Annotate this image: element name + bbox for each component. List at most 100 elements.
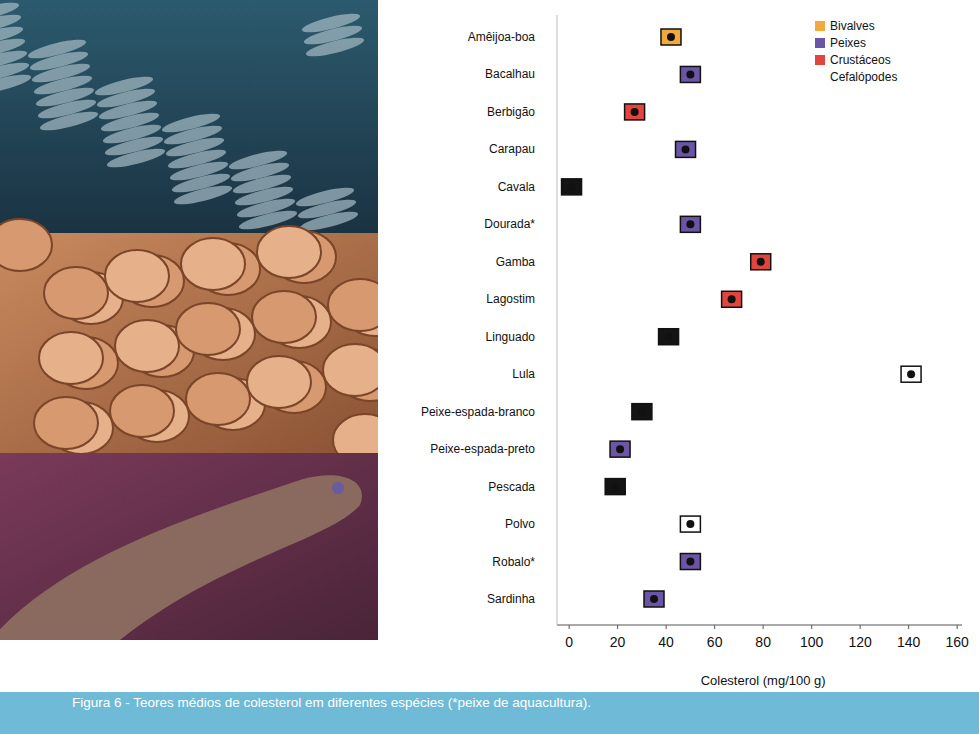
marks xyxy=(562,29,922,607)
x-tick-label: 140 xyxy=(897,634,921,650)
dot-mark xyxy=(676,141,696,157)
legend-label: Crustáceos xyxy=(830,53,891,67)
shell xyxy=(39,332,103,384)
mark-dot xyxy=(907,370,915,378)
dot-mark xyxy=(632,404,652,420)
category-label: Pescada xyxy=(488,480,535,494)
category-label: Amêijoa-boa xyxy=(468,30,536,44)
shell xyxy=(105,250,169,302)
photos xyxy=(0,0,378,640)
x-tick-label: 40 xyxy=(658,634,674,650)
caption: Figura 6 - Teores médios de colesterol e… xyxy=(72,695,591,710)
shell xyxy=(186,373,250,425)
category-label: Dourada* xyxy=(484,217,535,231)
dot-mark xyxy=(680,216,700,232)
category-label: Robalo* xyxy=(492,555,535,569)
shell xyxy=(110,385,174,437)
dot-mark xyxy=(659,329,679,345)
mark-dot xyxy=(667,33,675,41)
eel-eye xyxy=(332,482,344,494)
mark-box xyxy=(676,141,696,157)
dot-mark xyxy=(605,479,625,495)
mark-dot xyxy=(686,558,694,566)
mark-box xyxy=(562,179,582,195)
mark-box xyxy=(632,404,652,420)
mark-box xyxy=(659,329,679,345)
x-tick-label: 80 xyxy=(755,634,771,650)
mark-box xyxy=(680,554,700,570)
mark-dot xyxy=(686,220,694,228)
mark-box xyxy=(751,254,771,270)
legend-swatch xyxy=(815,55,825,65)
mark-dot xyxy=(631,108,639,116)
mark-box xyxy=(610,441,630,457)
category-label: Cavala xyxy=(498,180,536,194)
category-label: Lagostim xyxy=(486,292,535,306)
photo-fish xyxy=(0,0,378,233)
chart: Amêijoa-boaBacalhauBerbigãoCarapauCavala… xyxy=(0,0,979,734)
mark-dot xyxy=(728,295,736,303)
mark-dot xyxy=(757,258,765,266)
mark-dot xyxy=(650,595,658,603)
x-tick xyxy=(957,625,958,629)
category-label: Bacalhau xyxy=(485,67,535,81)
shell xyxy=(0,219,52,271)
category-label: Sardinha xyxy=(487,592,535,606)
dot-mark xyxy=(644,591,664,607)
mark-box xyxy=(680,216,700,232)
fish xyxy=(0,71,33,97)
fish xyxy=(105,145,166,171)
category-label: Peixe-espada-preto xyxy=(430,442,535,456)
x-tick xyxy=(811,625,812,629)
category-label: Gamba xyxy=(496,255,536,269)
dot-mark xyxy=(625,104,645,120)
fish xyxy=(304,34,365,60)
eel xyxy=(0,475,362,640)
dot-mark xyxy=(901,366,921,382)
dot-mark xyxy=(680,516,700,532)
shell xyxy=(323,344,378,396)
fish xyxy=(38,108,99,134)
dot-mark xyxy=(610,441,630,457)
x-tick-label: 120 xyxy=(848,634,872,650)
mark-dot xyxy=(686,70,694,78)
x-tick-label: 0 xyxy=(565,634,573,650)
dot-mark xyxy=(680,66,700,82)
shell xyxy=(328,279,378,331)
mark-dot xyxy=(682,145,690,153)
dot-mark xyxy=(661,29,681,45)
dot-mark xyxy=(722,291,742,307)
shell xyxy=(176,303,240,355)
x-tick-label: 160 xyxy=(945,634,969,650)
x-axis-title: Colesterol (mg/100 g) xyxy=(701,673,826,688)
mark-box xyxy=(625,104,645,120)
x-tick xyxy=(617,625,618,629)
legend-swatch xyxy=(815,38,825,48)
shell xyxy=(257,226,321,278)
dot-mark xyxy=(680,554,700,570)
mark-dot xyxy=(611,483,619,491)
category-label: Polvo xyxy=(505,517,535,531)
mark-box xyxy=(661,29,681,45)
mark-dot xyxy=(686,520,694,528)
legend-label: Peixes xyxy=(830,36,866,50)
mark-box xyxy=(605,479,625,495)
x-tick xyxy=(763,625,764,629)
shell xyxy=(181,238,245,290)
fish xyxy=(172,182,233,208)
category-label: Carapau xyxy=(489,142,535,156)
legend-swatch xyxy=(815,21,825,31)
x-tick xyxy=(908,625,909,629)
mark-dot xyxy=(568,183,576,191)
dot-mark xyxy=(562,179,582,195)
category-label: Peixe-espada-branco xyxy=(421,405,535,419)
legend-swatch xyxy=(815,72,825,82)
mark-dot xyxy=(616,445,624,453)
shell xyxy=(252,291,316,343)
legend-label: Bivalves xyxy=(830,19,875,33)
x-tick-label: 20 xyxy=(610,634,626,650)
mark-box xyxy=(644,591,664,607)
x-tick xyxy=(714,625,715,629)
mark-box xyxy=(680,516,700,532)
legend-label: Cefalópodes xyxy=(830,70,897,84)
